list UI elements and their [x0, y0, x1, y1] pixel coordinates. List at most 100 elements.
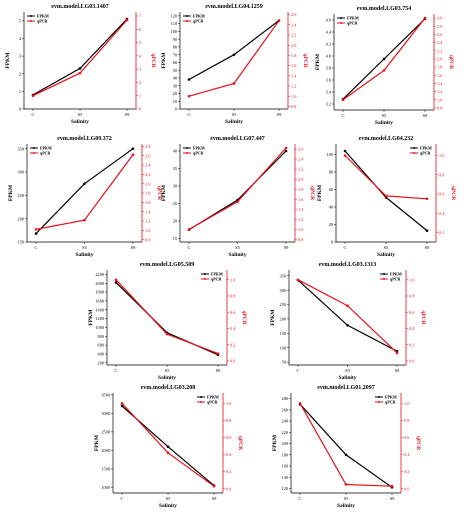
- x-tick-label: S5: [384, 245, 390, 250]
- left-tick-label: 150: [280, 331, 286, 336]
- legend-marker: [200, 396, 202, 398]
- legend-marker: [33, 152, 35, 154]
- right-tick-label: 1.2: [437, 89, 442, 94]
- right-tick-label: 0.8: [404, 418, 409, 423]
- left-tick-label: 250: [18, 193, 24, 198]
- left-tick-label: 1: [19, 89, 21, 94]
- series-line-qpcr: [32, 19, 128, 97]
- series-line-fpkm: [115, 281, 219, 356]
- legend-label: FPKM: [385, 395, 397, 400]
- legend-marker: [186, 152, 188, 154]
- series-line-fpkm: [299, 403, 393, 488]
- legend-label: qPCR: [211, 277, 222, 282]
- x-tick-label: S5: [166, 496, 172, 501]
- right-tick-label: 0.6: [439, 192, 445, 197]
- x-tick-label: S5: [232, 112, 238, 117]
- data-point-fpkm: [114, 281, 118, 284]
- y2-axis-label: qPCR: [302, 53, 308, 68]
- right-tick-label: 0.2: [404, 469, 409, 474]
- data-point-fpkm: [344, 453, 348, 457]
- left-tick-label: 5: [19, 18, 21, 23]
- y-axis-label: FPKM: [161, 52, 167, 69]
- legend-marker: [340, 17, 342, 19]
- legend-label: qPCR: [385, 400, 396, 405]
- data-point-qpcr: [131, 153, 135, 157]
- left-tick-label: 40: [173, 76, 177, 81]
- left-tick-label: 100: [280, 345, 286, 350]
- x-tick-label: S5: [78, 112, 84, 117]
- data-point-qpcr: [298, 401, 302, 405]
- data-point-qpcr: [284, 146, 288, 150]
- x-tick-label: S9: [125, 112, 131, 117]
- right-tick-label: 1.8: [291, 53, 296, 58]
- x-tick-label: C: [114, 368, 117, 373]
- right-tick-label: 1.4: [145, 209, 151, 214]
- chart-panel-1: evm.model.LG03.1407 0 1 2 3 4 5 0 1 2 3 4 5 6 7 C S5 S9 Sa…: [5, 4, 156, 125]
- series-line-qpcr: [344, 155, 428, 200]
- legend-label: FPKM: [211, 272, 223, 277]
- right-tick-label: 2.8: [145, 144, 150, 149]
- left-tick-label: 180: [282, 452, 288, 457]
- data-point-qpcr: [187, 94, 191, 98]
- left-tick-label: 200: [98, 360, 104, 365]
- left-tick-label: 20: [173, 91, 177, 96]
- right-tick-label: 0.8: [298, 237, 303, 242]
- left-tick-label: 90: [173, 37, 177, 42]
- series-line-fpkm: [188, 150, 287, 231]
- data-point-qpcr: [346, 304, 349, 308]
- x-axis-label: Salinity: [337, 503, 355, 509]
- legend-marker: [383, 273, 385, 275]
- data-point-qpcr: [344, 483, 348, 486]
- y-axis-label: FPKM: [315, 53, 321, 70]
- data-point-qpcr: [34, 228, 38, 231]
- right-tick-label: 2.0: [437, 57, 442, 62]
- y2-axis-label: qPCR: [237, 436, 243, 451]
- x-tick-label: C: [34, 245, 37, 250]
- right-tick-label: 0.6: [409, 310, 415, 315]
- legend-marker: [30, 15, 32, 17]
- legend-marker: [33, 147, 35, 149]
- left-tick-label: 70: [173, 52, 177, 57]
- left-tick-label: 3.2: [326, 102, 331, 107]
- right-tick-label: 3: [139, 67, 141, 72]
- right-tick-label: 0.4: [404, 452, 410, 457]
- legend-label: FPKM: [193, 14, 205, 19]
- x-tick-label: S5: [165, 368, 171, 373]
- y-axis-label: FPKM: [270, 309, 276, 326]
- right-tick-label: 0.2: [409, 342, 414, 347]
- y2-axis-label: qPCR: [241, 310, 247, 325]
- left-tick-label: 1000: [95, 325, 104, 330]
- left-tick-label: 2: [19, 71, 21, 76]
- legend-marker: [413, 147, 415, 149]
- left-tick-label: 20: [329, 222, 333, 227]
- right-tick-label: 1.0: [404, 401, 409, 406]
- right-tick-label: 0.8: [439, 172, 444, 177]
- data-point-fpkm: [187, 78, 191, 81]
- right-tick-label: 0: [139, 107, 141, 112]
- right-tick-label: 2.6: [298, 147, 304, 152]
- left-tick-label: 15: [173, 236, 177, 241]
- x-axis-label: Salinity: [225, 119, 243, 125]
- left-tick-label: 3000: [101, 411, 110, 416]
- right-tick-label: 0.4: [230, 326, 236, 331]
- data-point-qpcr: [341, 98, 345, 102]
- right-tick-label: 2.0: [298, 177, 303, 182]
- left-tick-label: 3.4: [326, 90, 332, 95]
- legend-marker: [186, 147, 188, 149]
- legend-marker: [204, 273, 206, 275]
- x-axis-label: Salinity: [377, 252, 395, 258]
- left-tick-label: 30: [173, 83, 177, 88]
- right-tick-label: 1.4: [298, 207, 304, 212]
- right-tick-label: 1.6: [145, 200, 151, 205]
- data-point-qpcr: [165, 332, 169, 336]
- left-tick-label: 120: [282, 486, 288, 491]
- x-tick-label: S9: [216, 368, 222, 373]
- legend-marker: [413, 152, 415, 154]
- x-tick-label: S9: [131, 245, 137, 250]
- left-tick-label: 160: [282, 464, 288, 469]
- right-tick-label: 2.8: [437, 24, 442, 29]
- legend-label: qPCR: [420, 151, 431, 156]
- data-point-qpcr: [395, 351, 399, 355]
- x-tick-label: S5: [382, 113, 388, 118]
- legend-marker: [186, 15, 188, 17]
